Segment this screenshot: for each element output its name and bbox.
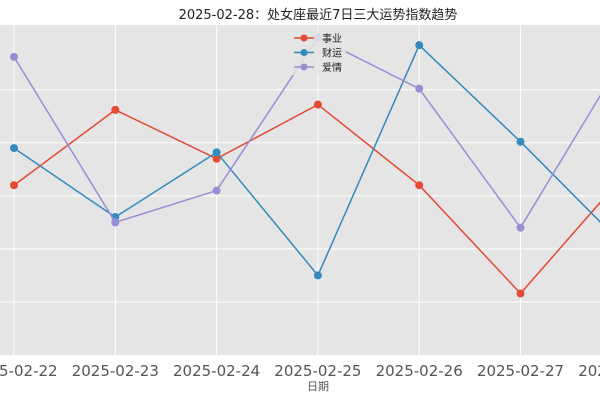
data-point (212, 154, 221, 163)
legend-marker (300, 49, 308, 56)
data-point (516, 137, 525, 146)
data-point (415, 181, 424, 190)
data-point (516, 289, 525, 298)
x-axis-label: 日期 (307, 380, 329, 393)
data-point (212, 148, 221, 157)
data-point (212, 186, 221, 195)
x-tick-label: 2025-02-25 (274, 362, 361, 380)
legend-marker (300, 63, 308, 71)
legend-label: 财运 (322, 47, 342, 60)
legend-item: 事业 (294, 32, 342, 45)
data-point (111, 105, 120, 114)
x-tick-label: 2025-02-26 (376, 362, 463, 380)
x-tick-labels: 2025-02-22 2025-02-23 2025-02-24 2025-02-25… (0, 362, 600, 380)
data-point (10, 144, 18, 153)
data-point (415, 84, 424, 93)
plot-area (0, 25, 600, 355)
data-point (10, 181, 18, 190)
x-tick-label: 2025-02-22 (0, 362, 58, 380)
data-point (415, 41, 424, 50)
legend-label: 爱情 (322, 61, 342, 74)
legend-item: 爱情 (294, 61, 342, 74)
chart-title: 2025-02-28：处女座最近7日三大运势指数趋势 (179, 7, 458, 23)
data-point (111, 218, 120, 227)
x-tick-label: 2025-02-24 (173, 362, 260, 380)
x-tick-label: 2025-02-27 (477, 362, 564, 380)
data-point (10, 52, 18, 61)
legend-label: 事业 (322, 32, 342, 45)
x-tick-label: 2025-02-23 (72, 362, 159, 380)
data-point (313, 100, 322, 109)
series-0 (10, 100, 600, 298)
legend-item: 财运 (294, 47, 342, 60)
grid (0, 25, 600, 355)
x-tick-label: 2025-02-28 (578, 362, 600, 380)
data-point (313, 271, 322, 280)
legend-marker (300, 34, 308, 42)
data-point (516, 223, 525, 232)
